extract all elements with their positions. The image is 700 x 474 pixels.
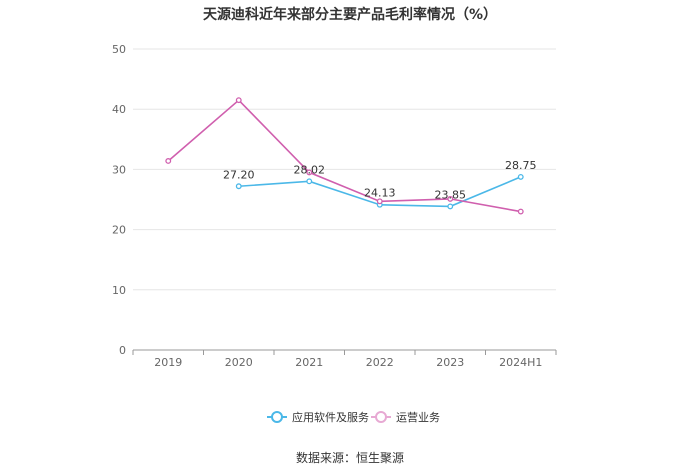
data-point (306, 178, 313, 185)
y-tick-label: 50 (112, 43, 126, 56)
data-label: 23.85 (435, 188, 467, 201)
x-tick-label: 2024H1 (499, 356, 542, 369)
data-label: 28.02 (294, 163, 326, 176)
data-point (447, 195, 454, 202)
y-tick-label: 10 (112, 284, 126, 297)
series (165, 97, 524, 215)
data-label: 24.13 (364, 187, 396, 200)
legend-item-1[interactable]: 运营业务 (371, 410, 440, 424)
data-label: 27.20 (223, 168, 255, 181)
legend-marker-icon (271, 411, 283, 423)
chart-title: 天源迪科近年来部分主要产品毛利率情况（%） (202, 7, 498, 23)
data-labels: 27.20 28.02 24.13 23.85 28.75 (223, 159, 537, 201)
data-point (517, 208, 524, 215)
y-tick-label: 40 (112, 103, 126, 116)
legend-label: 应用软件及服务 (292, 410, 369, 424)
legend-marker-icon (375, 411, 387, 423)
data-source: 数据来源：恒生聚源 (295, 451, 404, 465)
data-point (306, 169, 313, 176)
data-point (235, 183, 242, 190)
x-tick-label: 2021 (295, 356, 323, 369)
gridlines (133, 48, 556, 291)
data-label: 28.75 (505, 159, 537, 172)
legend-item-0[interactable]: 应用软件及服务 (267, 410, 369, 424)
x-tick-label: 2023 (436, 356, 464, 369)
x-tick-label: 2020 (225, 356, 253, 369)
axes: 0 10 20 30 40 50 2019 2020 2021 2022 2023 2024H1 (112, 43, 557, 369)
legend: 应用软件及服务 运营业务 (267, 410, 440, 424)
series-line-1 (167, 99, 521, 213)
data-point (235, 97, 242, 104)
data-point (447, 203, 454, 210)
data-point (517, 173, 524, 180)
data-point (165, 158, 172, 164)
x-tick-label: 2019 (154, 356, 182, 369)
legend-label: 运营业务 (396, 410, 440, 424)
y-tick-label: 30 (112, 163, 126, 176)
y-tick-label: 20 (112, 224, 126, 237)
x-tick-label: 2022 (366, 356, 394, 369)
data-point (376, 198, 383, 205)
y-tick-label: 0 (119, 344, 126, 357)
